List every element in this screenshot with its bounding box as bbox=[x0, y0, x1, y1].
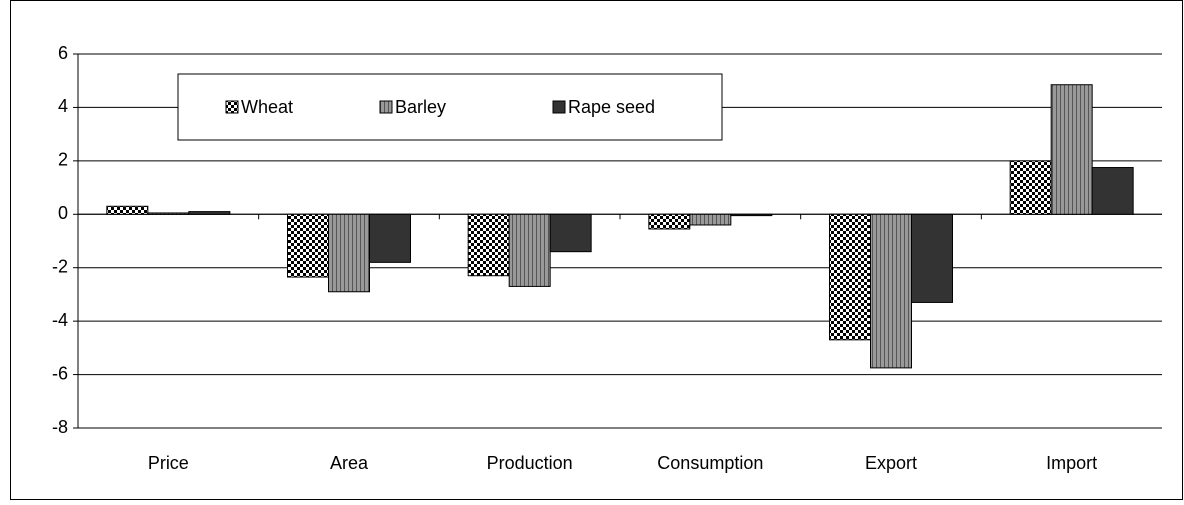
y-tick-label: 6 bbox=[58, 43, 68, 63]
bar bbox=[1050, 84, 1093, 215]
bar bbox=[188, 211, 231, 215]
bar bbox=[369, 213, 411, 263]
bar bbox=[508, 213, 551, 287]
y-tick-label: 0 bbox=[58, 203, 68, 223]
bar bbox=[911, 213, 953, 303]
y-tick-label: 2 bbox=[58, 150, 68, 170]
x-tick-label: Import bbox=[1046, 453, 1097, 473]
bar bbox=[549, 213, 592, 253]
legend-swatch bbox=[552, 100, 566, 114]
y-tick-label: -6 bbox=[52, 363, 68, 383]
y-tick-label: 4 bbox=[58, 96, 68, 116]
y-tick-label: -8 bbox=[52, 417, 68, 437]
legend-label: Barley bbox=[395, 97, 446, 117]
legend-label: Wheat bbox=[241, 97, 293, 117]
y-tick-label: -2 bbox=[52, 256, 68, 276]
bar bbox=[829, 213, 871, 341]
x-tick-label: Production bbox=[487, 453, 573, 473]
bar bbox=[1009, 160, 1052, 215]
bar bbox=[1091, 167, 1134, 215]
bar bbox=[328, 213, 370, 293]
legend-swatch bbox=[379, 100, 393, 114]
legend-label: Rape seed bbox=[568, 97, 655, 117]
bar bbox=[287, 213, 329, 278]
bar bbox=[467, 213, 510, 277]
legend-swatch bbox=[225, 100, 239, 114]
bar bbox=[106, 205, 149, 215]
legend-box bbox=[177, 73, 723, 141]
bar bbox=[870, 213, 912, 369]
bar bbox=[730, 213, 773, 217]
x-tick-label: Export bbox=[865, 453, 917, 473]
x-tick-label: Area bbox=[330, 453, 369, 473]
bar bbox=[689, 213, 732, 226]
bar bbox=[648, 213, 691, 230]
x-tick-label: Consumption bbox=[657, 453, 763, 473]
bar bbox=[147, 212, 190, 215]
x-tick-label: Price bbox=[148, 453, 189, 473]
y-tick-label: -4 bbox=[52, 310, 68, 330]
